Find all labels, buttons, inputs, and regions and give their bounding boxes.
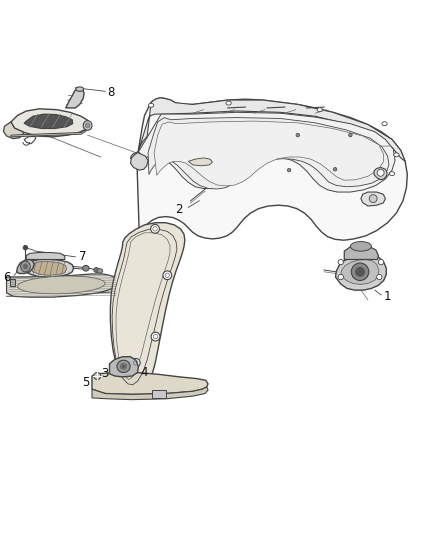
Ellipse shape bbox=[82, 265, 89, 271]
Polygon shape bbox=[154, 121, 384, 186]
Ellipse shape bbox=[151, 224, 159, 233]
Text: 6: 6 bbox=[4, 271, 11, 284]
Ellipse shape bbox=[394, 153, 399, 157]
Ellipse shape bbox=[76, 87, 84, 91]
Text: 1: 1 bbox=[383, 290, 391, 303]
Ellipse shape bbox=[151, 332, 160, 341]
Ellipse shape bbox=[148, 103, 154, 107]
Polygon shape bbox=[374, 167, 387, 180]
Ellipse shape bbox=[97, 269, 102, 273]
Polygon shape bbox=[66, 88, 84, 108]
Ellipse shape bbox=[163, 271, 172, 280]
Ellipse shape bbox=[369, 195, 377, 203]
Polygon shape bbox=[92, 373, 208, 394]
Ellipse shape bbox=[377, 169, 384, 176]
Text: 4: 4 bbox=[140, 366, 148, 379]
Ellipse shape bbox=[117, 360, 130, 373]
Text: 2: 2 bbox=[176, 203, 183, 216]
Ellipse shape bbox=[18, 276, 105, 294]
Polygon shape bbox=[7, 274, 118, 297]
Ellipse shape bbox=[296, 133, 300, 137]
Text: 3: 3 bbox=[101, 367, 109, 380]
Ellipse shape bbox=[23, 246, 28, 250]
Polygon shape bbox=[344, 246, 378, 260]
Polygon shape bbox=[4, 122, 24, 139]
Ellipse shape bbox=[23, 264, 28, 269]
Ellipse shape bbox=[389, 172, 395, 175]
Ellipse shape bbox=[94, 268, 99, 272]
Ellipse shape bbox=[83, 120, 92, 130]
Polygon shape bbox=[110, 223, 185, 393]
Polygon shape bbox=[131, 152, 142, 162]
Polygon shape bbox=[138, 112, 395, 192]
Ellipse shape bbox=[355, 267, 365, 277]
Text: 5: 5 bbox=[82, 376, 89, 389]
Polygon shape bbox=[152, 390, 166, 398]
Ellipse shape bbox=[382, 122, 387, 126]
Ellipse shape bbox=[338, 260, 343, 265]
Polygon shape bbox=[17, 260, 34, 273]
Polygon shape bbox=[24, 114, 73, 128]
Ellipse shape bbox=[351, 263, 369, 280]
Ellipse shape bbox=[85, 123, 90, 128]
Text: 8: 8 bbox=[107, 86, 114, 99]
Polygon shape bbox=[336, 254, 386, 290]
Ellipse shape bbox=[377, 274, 382, 280]
Ellipse shape bbox=[287, 168, 291, 172]
Ellipse shape bbox=[122, 365, 125, 368]
Polygon shape bbox=[148, 118, 389, 189]
Polygon shape bbox=[31, 262, 67, 275]
Ellipse shape bbox=[94, 373, 101, 379]
Ellipse shape bbox=[349, 133, 352, 137]
Polygon shape bbox=[11, 126, 88, 137]
Polygon shape bbox=[361, 192, 385, 206]
Ellipse shape bbox=[317, 108, 322, 112]
Polygon shape bbox=[188, 158, 212, 166]
Polygon shape bbox=[138, 98, 405, 161]
Polygon shape bbox=[25, 260, 74, 277]
Ellipse shape bbox=[120, 364, 127, 369]
Ellipse shape bbox=[350, 241, 371, 251]
Ellipse shape bbox=[338, 274, 343, 280]
Polygon shape bbox=[11, 109, 90, 137]
Ellipse shape bbox=[333, 167, 337, 171]
Polygon shape bbox=[110, 357, 138, 377]
Polygon shape bbox=[137, 98, 407, 240]
Polygon shape bbox=[131, 152, 148, 170]
Ellipse shape bbox=[226, 101, 231, 105]
Ellipse shape bbox=[378, 260, 384, 265]
Text: 7: 7 bbox=[79, 251, 86, 263]
Polygon shape bbox=[92, 387, 208, 400]
Polygon shape bbox=[10, 279, 15, 286]
Ellipse shape bbox=[21, 261, 30, 272]
Polygon shape bbox=[26, 253, 65, 260]
Ellipse shape bbox=[131, 359, 140, 367]
Polygon shape bbox=[341, 260, 379, 285]
